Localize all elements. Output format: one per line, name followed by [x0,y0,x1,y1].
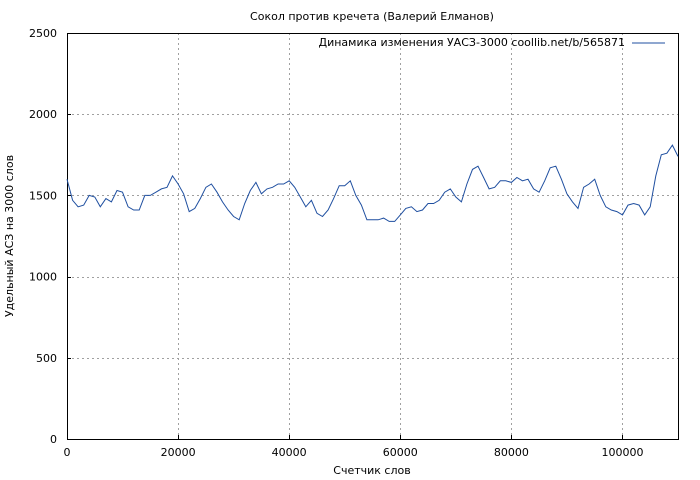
x-tick-label: 100000 [601,446,643,459]
x-tick-label: 60000 [383,446,418,459]
plot-frame [67,33,679,440]
series-line [66,144,679,222]
x-tick-label: 0 [64,446,71,459]
x-tick-label: 80000 [494,446,529,459]
grid [67,33,678,439]
series-layer [66,144,679,222]
x-axis-label: Счетчик слов [333,464,410,477]
x-tick-label: 40000 [272,446,307,459]
y-tick-label: 1500 [29,189,57,202]
legend-label: Динамика изменения УАСЗ-3000 coollib.net… [319,36,626,49]
y-tick-label: 2500 [29,27,57,40]
chart-title: Сокол против кречета (Валерий Елманов) [250,10,494,23]
y-tick-label: 1000 [29,271,57,284]
axis-ticks: 0 20000 40000 60000 80000 100000 0 500 1000 1500 2… [29,27,643,459]
y-axis-label: Удельный АСЗ на 3000 слов [3,155,16,317]
y-tick-label: 0 [50,433,57,446]
x-tick-label: 20000 [161,446,196,459]
y-tick-label: 2000 [29,108,57,121]
legend: Динамика изменения УАСЗ-3000 coollib.net… [319,36,665,49]
y-tick-label: 500 [36,352,57,365]
